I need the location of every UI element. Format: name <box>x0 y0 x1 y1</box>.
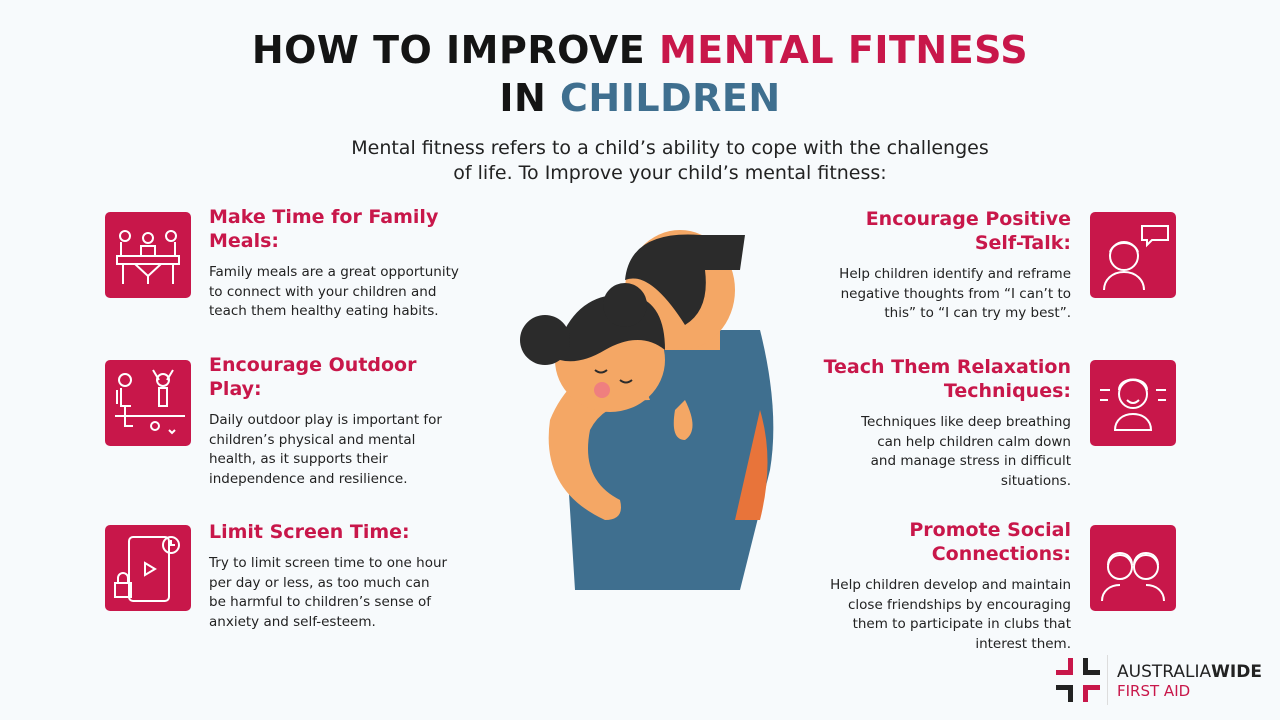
tip-relaxation: Teach Them Relaxation Techniques: Techniq… <box>811 355 1071 491</box>
tip-social-connections: Promote Social Connections: Help children… <box>821 518 1071 654</box>
tip-body: Daily outdoor play is important for chil… <box>209 412 442 487</box>
self-talk-icon <box>1090 212 1176 298</box>
tip-body: Techniques like deep breathing can help … <box>861 414 1071 489</box>
tip-heading: Limit Screen Time: <box>209 521 410 543</box>
logo-name-bold: WIDE <box>1211 662 1262 682</box>
social-connections-icon <box>1090 525 1176 611</box>
tip-heading: Encourage Outdoor Play: <box>209 354 417 400</box>
tip-heading: Encourage Positive Self-Talk: <box>865 208 1071 254</box>
title-line-2: IN CHILDREN <box>0 76 1280 120</box>
tip-heading: Make Time for Family Meals: <box>209 206 439 252</box>
logo-name: AUSTRALIA <box>1117 662 1212 682</box>
subtitle: Mental fitness refers to a child’s abili… <box>351 137 989 184</box>
title-highlight: CHILDREN <box>560 76 781 120</box>
tip-screen-time: Limit Screen Time: Try to limit screen ti… <box>209 520 449 632</box>
parent-hugging-child-illustration <box>520 230 774 590</box>
title-line-1: HOW TO IMPROVE MENTAL FITNESS <box>0 28 1280 72</box>
tip-outdoor-play: Encourage Outdoor Play: Daily outdoor pla… <box>209 353 459 489</box>
tip-heading: Promote Social Connections: <box>909 519 1071 565</box>
tip-self-talk: Encourage Positive Self-Talk: Help childr… <box>821 207 1071 324</box>
australia-wide-first-aid-logo <box>1056 658 1100 702</box>
outdoor-play-icon <box>105 360 191 446</box>
tip-body: Family meals are a great opportunity to … <box>209 264 459 319</box>
tip-body: Help children develop and maintain close… <box>830 577 1071 652</box>
tip-body: Help children identify and reframe negat… <box>839 266 1071 321</box>
family-meal-icon <box>105 212 191 298</box>
title-text: HOW TO IMPROVE <box>251 28 659 72</box>
title-highlight: MENTAL FITNESS <box>658 28 1029 72</box>
tip-heading: Teach Them Relaxation Techniques: <box>823 356 1071 402</box>
screen-time-icon <box>105 525 191 611</box>
relaxation-icon <box>1090 360 1176 446</box>
title-text: IN <box>499 76 561 120</box>
tip-body: Try to limit screen time to one hour per… <box>209 555 448 630</box>
logo-subtitle: FIRST AID <box>1117 682 1191 700</box>
tip-family-meals: Make Time for Family Meals: Family meals … <box>209 205 459 322</box>
logo-divider <box>1107 655 1108 705</box>
logo-text: AUSTRALIAWIDE FIRST AID <box>1117 663 1262 701</box>
